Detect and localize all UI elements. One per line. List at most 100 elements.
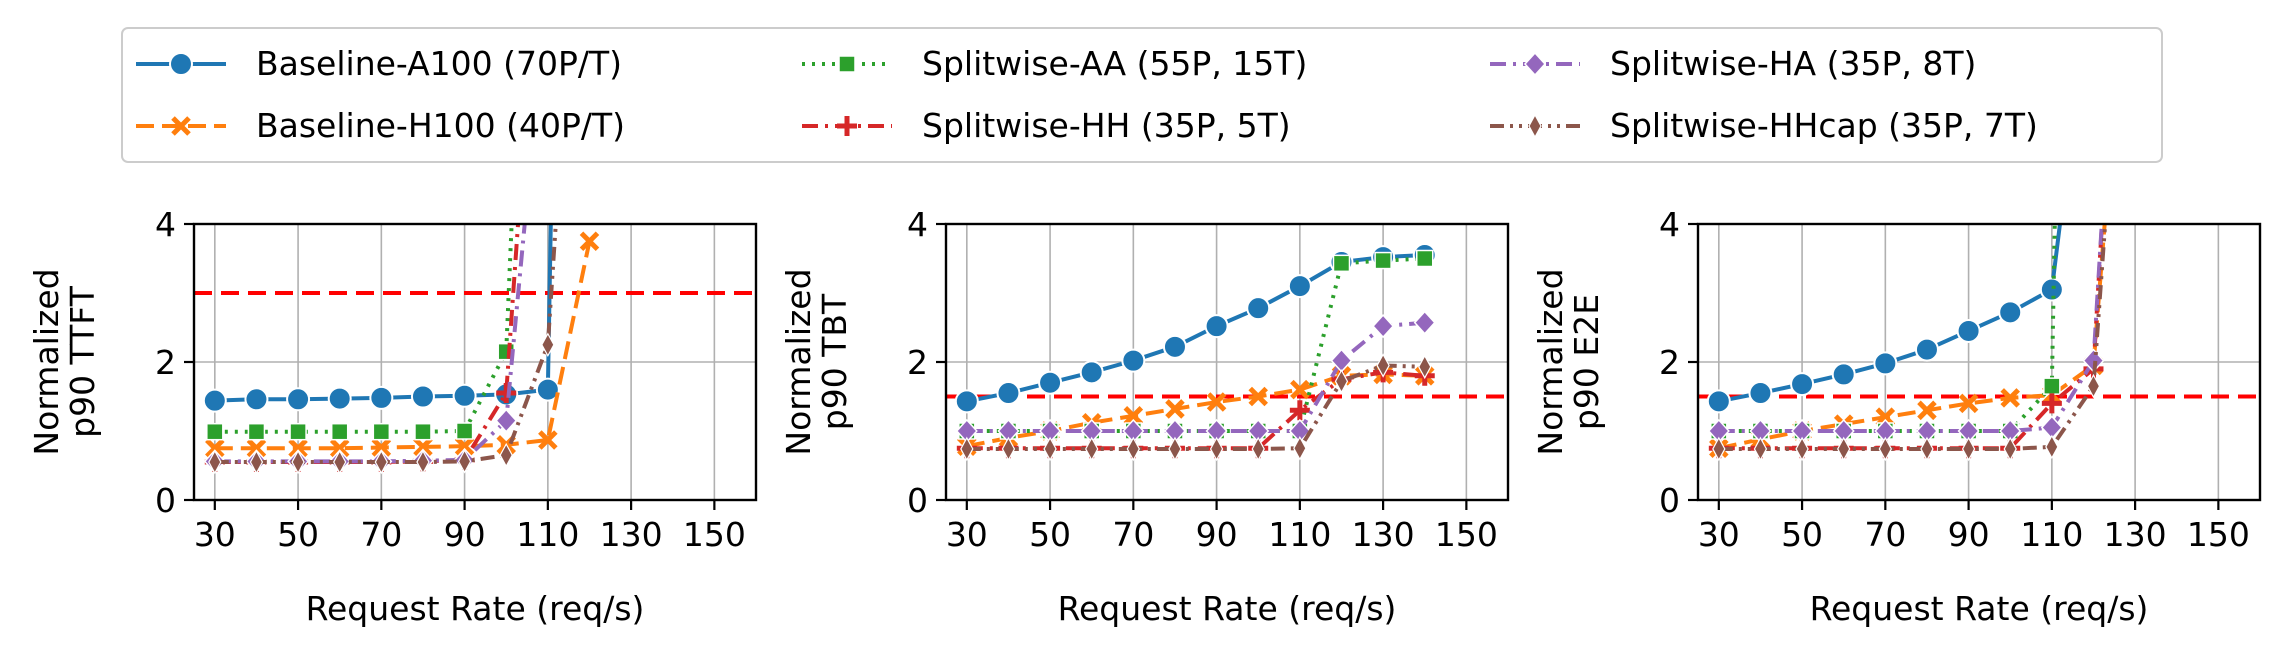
y-tick-label: 4 xyxy=(1659,205,1680,244)
legend: Baseline-A100 (70P/T) Baseline-H100 (40P/… xyxy=(121,27,2163,163)
x-tick-label: 30 xyxy=(1698,515,1740,554)
x-tick-label: 70 xyxy=(1864,515,1906,554)
x-tick-label: 50 xyxy=(1029,515,1071,554)
data-point xyxy=(1168,436,1182,462)
data-point xyxy=(499,442,513,468)
x-tick-label: 90 xyxy=(444,515,486,554)
data-point xyxy=(372,422,391,441)
y-tick-label: 0 xyxy=(155,481,176,520)
data-point xyxy=(371,437,392,458)
data-point xyxy=(452,383,477,408)
x-tick-label: 70 xyxy=(360,515,402,554)
series-line-5 xyxy=(214,224,558,465)
legend-marker-icon xyxy=(838,55,856,73)
data-point xyxy=(286,387,311,412)
x-tick-label: 110 xyxy=(2020,515,2083,554)
data-point xyxy=(1958,393,1979,414)
x-tick-label: 50 xyxy=(1781,515,1823,554)
data-point xyxy=(1162,334,1187,359)
data-point xyxy=(2003,436,2017,462)
data-point xyxy=(327,386,352,411)
data-point xyxy=(333,449,347,475)
legend-label: Splitwise-HA (35P, 8T) xyxy=(1610,44,1976,83)
series-line-2 xyxy=(966,256,1425,433)
data-point xyxy=(496,383,517,404)
legend-label: Splitwise-HH (35P, 5T) xyxy=(922,106,1291,145)
series-line-5 xyxy=(1718,224,2108,451)
legend-label: Splitwise-AA (55P, 15T) xyxy=(922,44,1307,83)
legend-marker-icon xyxy=(1528,113,1542,139)
y-axis-label: p90 E2E xyxy=(1567,294,1606,430)
data-point xyxy=(1873,351,1898,376)
x-tick-label: 130 xyxy=(600,515,663,554)
data-point xyxy=(1956,318,1981,343)
e2e-subplot: 30 50 70 90 110 130 150 0 2 4 Request Rate (req/s)… xyxy=(1531,205,2262,628)
x-tick-label: 90 xyxy=(1948,515,1990,554)
y-tick-label: 2 xyxy=(907,343,928,382)
y-tick-label: 0 xyxy=(1659,481,1680,520)
data-point xyxy=(579,231,600,252)
series-line-2 xyxy=(1718,224,2057,433)
data-point xyxy=(1079,360,1104,385)
data-point xyxy=(1712,436,1726,462)
data-point xyxy=(541,332,555,358)
data-point xyxy=(291,449,305,475)
data-point xyxy=(205,438,225,459)
data-point xyxy=(1372,314,1395,339)
data-point xyxy=(369,385,394,410)
plot-area xyxy=(194,224,756,475)
data-point xyxy=(2041,393,2062,414)
data-point xyxy=(1121,348,1146,373)
data-point xyxy=(374,449,389,475)
data-point xyxy=(455,422,474,440)
series-line-1 xyxy=(214,240,592,451)
y-tick-label: 4 xyxy=(155,205,176,244)
data-point xyxy=(416,449,430,475)
data-point xyxy=(2045,434,2059,460)
x-tick-label: 130 xyxy=(1352,515,1415,554)
y-tick-label: 2 xyxy=(1659,343,1680,382)
y-axis-label: p90 TTFT xyxy=(63,285,102,438)
data-point xyxy=(1376,353,1390,378)
legend-marker-icon xyxy=(837,116,857,136)
x-tick-label: 30 xyxy=(946,515,988,554)
data-point xyxy=(1001,436,1016,462)
data-point xyxy=(1206,392,1227,412)
data-point xyxy=(288,438,308,459)
data-point xyxy=(1246,296,1271,321)
data-point xyxy=(1332,254,1351,273)
series-line-5 xyxy=(966,363,1425,451)
series-line-0 xyxy=(1718,224,2062,404)
x-axis-label: Request Rate (req/s) xyxy=(306,589,645,628)
x-tick-label: 30 xyxy=(194,515,236,554)
data-point xyxy=(249,449,264,475)
data-point xyxy=(954,389,979,414)
x-tick-label: 150 xyxy=(2187,515,2250,554)
data-point xyxy=(1998,300,2023,325)
data-point xyxy=(457,449,472,474)
legend-marker-icon xyxy=(169,52,193,76)
data-point xyxy=(1043,436,1057,462)
data-point xyxy=(1290,379,1310,400)
data-point xyxy=(960,436,974,462)
data-point xyxy=(244,387,269,412)
data-point xyxy=(2086,373,2101,399)
data-point xyxy=(330,422,349,441)
data-point xyxy=(410,384,435,409)
data-point xyxy=(206,422,224,441)
data-point xyxy=(329,438,350,459)
data-point xyxy=(2043,377,2061,395)
data-point xyxy=(538,430,558,450)
x-tick-label: 130 xyxy=(2104,515,2167,554)
data-point xyxy=(1961,436,1976,462)
data-point xyxy=(289,422,307,441)
data-point xyxy=(1287,274,1312,299)
legend-marker-icon xyxy=(171,116,191,136)
data-point xyxy=(1920,436,1934,462)
data-point xyxy=(996,381,1021,406)
plot-area xyxy=(946,243,1508,462)
data-point xyxy=(1748,381,1773,406)
x-tick-label: 110 xyxy=(1268,515,1331,554)
data-point xyxy=(208,449,222,475)
